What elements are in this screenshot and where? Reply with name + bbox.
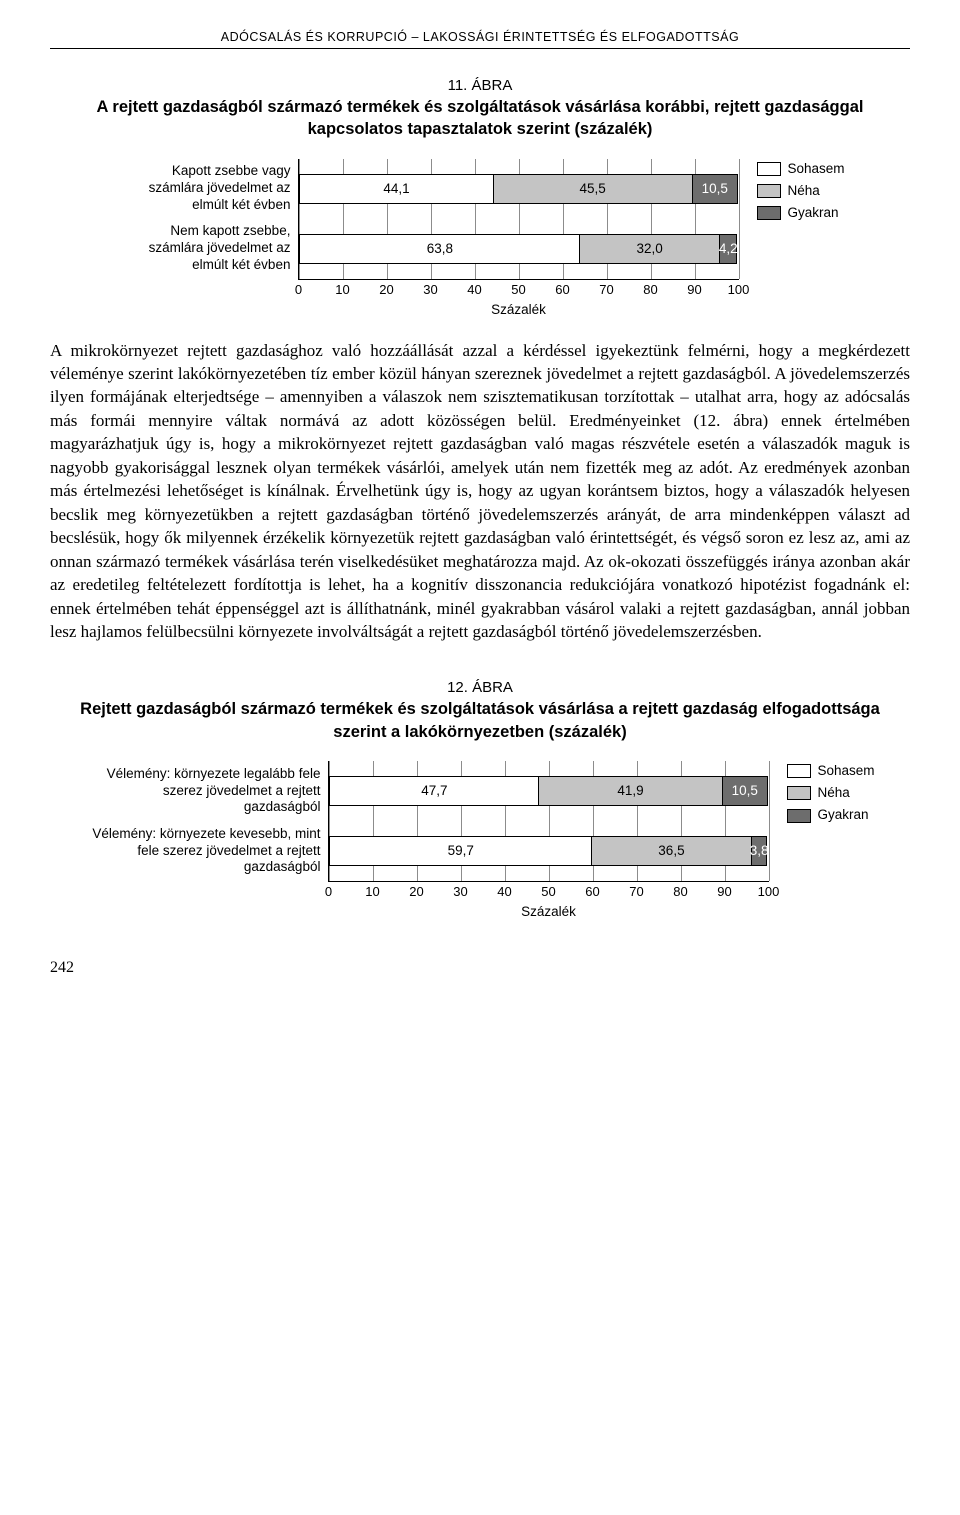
- category-label: Vélemény: környezete kevesebb, mint fele…: [85, 836, 320, 866]
- x-axis-title: Százalék: [328, 904, 768, 919]
- bar-segment: 10,5: [722, 776, 768, 806]
- bar-segment: 3,8: [751, 836, 768, 866]
- legend-item: Sohasem: [757, 159, 844, 179]
- legend-item: Gyakran: [757, 203, 844, 223]
- body-paragraph: A mikrokörnyezet rejtett gazdasághoz val…: [50, 339, 910, 644]
- legend-swatch: [787, 764, 811, 778]
- legend-label: Néha: [817, 783, 849, 803]
- bar-segment: 32,0: [579, 234, 720, 264]
- bar-segment: 4,2: [719, 234, 737, 264]
- legend-swatch: [787, 786, 811, 800]
- gridline: [769, 761, 770, 881]
- legend-item: Néha: [787, 783, 874, 803]
- legend-item: Sohasem: [787, 761, 874, 781]
- fig12-title: Rejtett gazdaságból származó termékek és…: [60, 698, 900, 743]
- tick-label: 60: [585, 884, 599, 899]
- tick-label: 30: [453, 884, 467, 899]
- bar-segment: 45,5: [493, 174, 693, 204]
- bar-segment: 59,7: [329, 836, 592, 866]
- tick-label: 0: [295, 282, 302, 297]
- tick-label: 90: [717, 884, 731, 899]
- gridline: [739, 159, 740, 279]
- fig11-title: A rejtett gazdaságból származó termékek …: [60, 96, 900, 141]
- bar-segment: 41,9: [538, 776, 722, 806]
- fig11-chart: Kapott zsebbe vagy számlára jövedelmet a…: [50, 159, 910, 317]
- x-axis-title: Százalék: [298, 302, 738, 317]
- tick-label: 50: [541, 884, 555, 899]
- tick-label: 30: [423, 282, 437, 297]
- tick-label: 100: [728, 282, 750, 297]
- legend-swatch: [757, 206, 781, 220]
- tick-label: 40: [467, 282, 481, 297]
- tick-label: 90: [687, 282, 701, 297]
- bar-row: 59,736,53,8: [329, 836, 767, 866]
- category-labels: Vélemény: környezete legalább fele szere…: [85, 761, 328, 866]
- bar-segment: 44,1: [299, 174, 493, 204]
- tick-label: 80: [643, 282, 657, 297]
- fig12-chart: Vélemény: környezete legalább fele szere…: [50, 761, 910, 919]
- tick-label: 20: [379, 282, 393, 297]
- category-label: Vélemény: környezete legalább fele szere…: [85, 776, 320, 806]
- tick-label: 40: [497, 884, 511, 899]
- category-labels: Kapott zsebbe vagy számlára jövedelmet a…: [115, 159, 298, 264]
- header-rule: [50, 48, 910, 49]
- fig12-number: 12. ÁBRA: [50, 679, 910, 696]
- plot-area: 47,741,910,5 59,736,53,8 0 10 20 30 40 50 60 70 80…: [328, 761, 769, 919]
- tick-label: 50: [511, 282, 525, 297]
- legend-label: Néha: [787, 181, 819, 201]
- tick-label: 0: [325, 884, 332, 899]
- category-label: Kapott zsebbe vagy számlára jövedelmet a…: [115, 174, 290, 204]
- fig11-number: 11. ÁBRA: [50, 77, 910, 94]
- running-head: ADÓCSALÁS ÉS KORRUPCIÓ – LAKOSSÁGI ÉRINT…: [50, 30, 910, 44]
- tick-label: 70: [599, 282, 613, 297]
- tick-label: 100: [758, 884, 780, 899]
- plot-area: 44,145,510,5 63,832,04,2 0 10 20 30 40 50 60 70 80…: [298, 159, 739, 317]
- legend: SohasemNéhaGyakran: [757, 159, 844, 226]
- bar-segment: 63,8: [299, 234, 580, 264]
- page-number: 242: [50, 959, 910, 977]
- legend-swatch: [787, 809, 811, 823]
- plot-inner: 44,145,510,5 63,832,04,2: [298, 159, 739, 280]
- bar-segment: 47,7: [329, 776, 539, 806]
- legend-swatch: [757, 162, 781, 176]
- legend-label: Gyakran: [787, 203, 838, 223]
- legend: SohasemNéhaGyakran: [787, 761, 874, 828]
- bar-segment: 36,5: [591, 836, 752, 866]
- tick-label: 70: [629, 884, 643, 899]
- tick-label: 60: [555, 282, 569, 297]
- legend-label: Gyakran: [817, 805, 868, 825]
- tick-label: 20: [409, 884, 423, 899]
- plot-inner: 47,741,910,5 59,736,53,8: [328, 761, 769, 882]
- legend-label: Sohasem: [787, 159, 844, 179]
- legend-swatch: [757, 184, 781, 198]
- legend-label: Sohasem: [817, 761, 874, 781]
- legend-item: Gyakran: [787, 805, 874, 825]
- x-axis-ticks: 0102030405060708090100: [328, 882, 768, 902]
- x-axis-ticks: 0102030405060708090100: [298, 280, 738, 300]
- bar-segment: 10,5: [692, 174, 738, 204]
- bar-row: 63,832,04,2: [299, 234, 737, 264]
- tick-label: 10: [335, 282, 349, 297]
- tick-label: 80: [673, 884, 687, 899]
- category-label: Nem kapott zsebbe, számlára jövedelmet a…: [115, 234, 290, 264]
- bar-row: 44,145,510,5: [299, 174, 737, 204]
- legend-item: Néha: [757, 181, 844, 201]
- tick-label: 10: [365, 884, 379, 899]
- bar-row: 47,741,910,5: [329, 776, 767, 806]
